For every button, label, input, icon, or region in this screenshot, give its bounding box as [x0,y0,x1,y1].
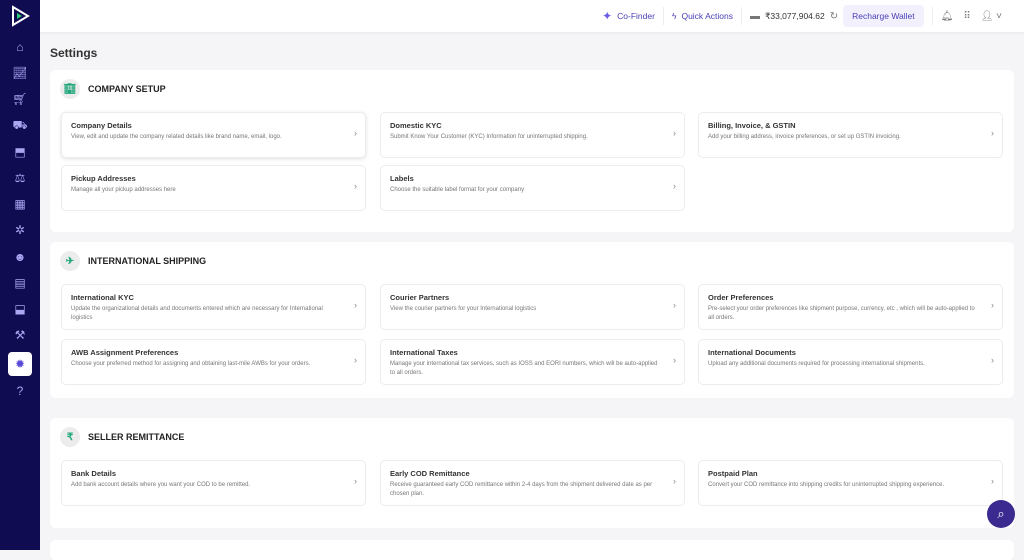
refresh-icon[interactable]: ↻ [829,10,839,22]
card-description: Choose the suitable label format for you… [390,187,525,193]
analytics-icon[interactable]: 📈︎ [12,66,28,81]
card-title: International Documents [708,348,796,357]
card-description: View, edit and update the company relate… [71,134,282,140]
settings-card-postpaid-plan[interactable]: Postpaid Plan Convert your COD remittance… [698,460,1003,506]
chevron-right-icon: › [354,181,357,191]
home-icon[interactable]: ⌂ [16,40,24,54]
section-next [50,540,1014,560]
section-icon: ₹ [60,427,80,447]
section-icon: ✈︎ [60,251,80,271]
card-description: Convert your COD remittance into shippin… [708,482,945,488]
section-title: INTERNATIONAL SHIPPING [88,256,207,266]
integrations-icon[interactable]: ✲ [14,223,26,238]
card-description: Manage all your pickup addresses here [71,187,176,193]
card-description: View the courier partners for your Inter… [390,306,537,312]
sidebar: ⌂ 📈︎ 🛒︎ ⛟ ⬒ ⚖ ▦ ✲ ☻ ▤ ⬓ ⚒ ✹? [0,0,40,550]
chevron-right-icon: › [991,300,994,310]
cart-icon[interactable]: 🛒︎ [12,92,28,107]
settings-card-billing-invoice-gstin[interactable]: Billing, Invoice, & GSTIN Add your billin… [698,112,1003,158]
settings-card-pickup-addresses[interactable]: Pickup Addresses Manage all your pickup a… [61,165,366,211]
settings-card-courier-partners[interactable]: Courier Partners View the courier partner… [380,284,685,330]
quick-actions-button[interactable]: ϟ Quick Actions [664,7,742,25]
card-description: Choose your preferred method for assigni… [71,361,311,367]
billing-icon[interactable]: ▤ [14,275,26,290]
user-avatar-icon[interactable]: 👤︎ ˅ [980,10,1002,22]
search-chat-button[interactable]: ⌕ [987,500,1015,528]
settings-card-international-documents[interactable]: International Documents Upload any additi… [698,339,1003,385]
bell-icon[interactable]: 🔔︎ [940,10,954,22]
chevron-right-icon: › [991,128,994,138]
settings-card-bank-details[interactable]: Bank Details Add bank account details whe… [61,460,366,506]
card-description: Manage your international tax services, … [390,361,658,376]
co-finder-button[interactable]: ✦ Co-Finder [594,7,664,25]
chevron-right-icon: › [354,355,357,365]
logo-icon[interactable] [9,5,31,27]
card-title: Billing, Invoice, & GSTIN [708,121,796,130]
card-title: AWB Assignment Preferences [71,348,179,357]
card-description: Add bank account details where you want … [71,482,251,488]
chevron-right-icon: › [991,355,994,365]
section-title: SELLER REMITTANCE [88,432,185,442]
card-title: Company Details [71,121,132,130]
chevron-right-icon: › [354,476,357,486]
settings-card-company-details[interactable]: Company Details View, edit and update the… [61,112,366,158]
settings-card-early-cod-remittance[interactable]: Early COD Remittance Receive guaranteed e… [380,460,685,506]
card-description: Receive guaranteed early COD remittance … [390,482,653,497]
card-title: International KYC [71,293,134,302]
chevron-right-icon: › [673,355,676,365]
page-title: Settings [50,46,98,60]
chevron-right-icon: › [673,476,676,486]
card-title: Postpaid Plan [708,469,758,478]
card-description: Pre-select your order preferences like s… [708,306,975,321]
settings-card-international-kyc[interactable]: International KYC Update the organization… [61,284,366,330]
section-international-shipping: ✈︎ INTERNATIONAL SHIPPING International KY… [50,242,1014,398]
buyer-icon[interactable]: ☻ [13,249,27,264]
section-seller-remittance: ₹ SELLER REMITTANCE Bank Details Add bank a… [50,418,1014,528]
section-title: COMPANY SETUP [88,84,166,94]
card-title: Pickup Addresses [71,174,136,183]
section-company-setup: 🏢︎ COMPANY SETUP Company Details View, edit… [50,70,1014,232]
section-icon: 🏢︎ [60,79,80,99]
card-title: Labels [390,174,414,183]
top-bar: ✦ Co-Finder ϟ Quick Actions ▬ ₹33,077,904.6… [40,0,1024,32]
chevron-right-icon: › [354,128,357,138]
settings-icon[interactable]: ✹ [8,352,32,377]
settings-card-domestic-kyc[interactable]: Domestic KYC Submit Know Your Customer (K… [380,112,685,158]
weight-icon[interactable]: ⚖ [14,171,26,185]
chevron-right-icon: › [673,181,676,191]
sparkle-icon: ✦ [602,9,613,23]
help-icon[interactable]: ? [16,383,24,398]
lightning-icon: ϟ [671,11,677,21]
card-title: Early COD Remittance [390,469,470,478]
card-description: Upload any additional documents required… [708,361,925,367]
settings-card-order-preferences[interactable]: Order Preferences Pre-select your order p… [698,284,1003,330]
card-title: Order Preferences [708,293,774,302]
wallet-icon: ▬ [749,10,760,22]
settings-card-labels[interactable]: Labels Choose the suitable label format f… [380,165,685,211]
card-title: Domestic KYC [390,121,442,130]
chevron-right-icon: › [354,300,357,310]
shipments-icon[interactable]: ⛟ [12,117,28,132]
card-title: International Taxes [390,348,458,357]
returns-icon[interactable]: ⬒ [14,144,26,159]
search-icon: ⌕ [997,506,1005,521]
chevron-right-icon: › [991,476,994,486]
chevron-right-icon: › [673,128,676,138]
recharge-wallet-button[interactable]: Recharge Wallet [843,5,924,27]
apps-icon[interactable]: ▦ [14,197,26,212]
apps-grid-icon[interactable]: ⠿ [963,10,971,22]
card-description: Update the organizational details and do… [71,306,323,321]
tools2-icon[interactable]: ⚒ [14,328,26,343]
settings-card-international-taxes[interactable]: International Taxes Manage your internati… [380,339,685,385]
settings-card-awb-assignment-preferences[interactable]: AWB Assignment Preferences Choose your pr… [61,339,366,385]
tools-icon[interactable]: ⬓ [14,302,26,316]
card-description: Submit Know Your Customer (KYC) Informat… [390,134,588,140]
chevron-right-icon: › [673,300,676,310]
wallet-balance: ₹33,077,904.62 [764,10,825,21]
card-title: Bank Details [71,469,117,478]
card-title: Courier Partners [390,293,450,302]
card-description: Add your billing address, invoice prefer… [708,134,901,140]
